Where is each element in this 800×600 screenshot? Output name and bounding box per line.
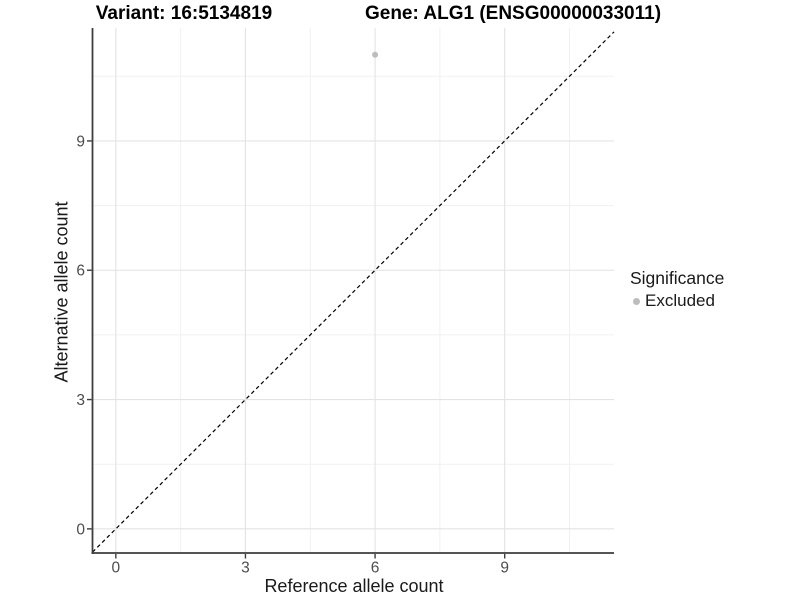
y-tick-label: 9 [76, 133, 85, 150]
y-tick-label: 6 [76, 263, 85, 280]
identity-line [92, 31, 615, 553]
x-axis-title: Reference allele count [264, 576, 444, 596]
x-tick-label: 0 [112, 560, 121, 577]
y-axis-title: Alternative allele count [51, 201, 72, 383]
gene-title: Gene: ALG1 (ENSG00000033011) [364, 3, 662, 24]
y-tick-label: 3 [76, 392, 85, 409]
legend-title: Significance [630, 268, 725, 288]
y-tick-label: 0 [76, 521, 85, 538]
legend: Significance Excluded [630, 268, 724, 311]
variant-title: Variant: 16:5134819 [95, 3, 273, 24]
legend-key-dot-icon [633, 297, 640, 305]
legend-item-label: Excluded [645, 291, 715, 310]
legend-item-excluded: Excluded [630, 291, 724, 311]
x-tick-label: 6 [371, 560, 380, 577]
x-tick-label: 3 [241, 560, 250, 577]
data-point-excluded [372, 51, 379, 58]
x-tick-label: 9 [500, 560, 509, 577]
